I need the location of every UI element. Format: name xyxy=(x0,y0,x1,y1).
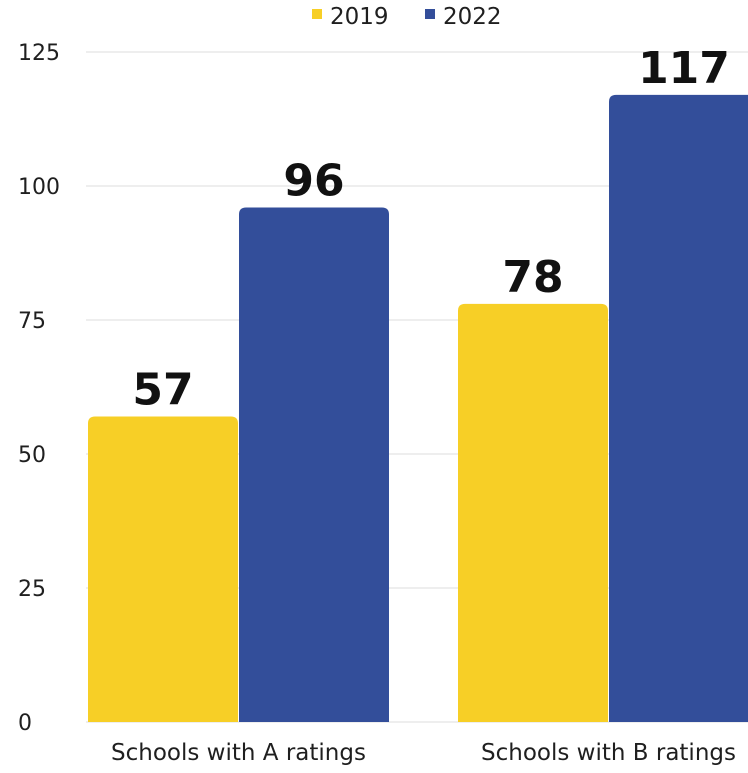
y-tick-label-100: 100 xyxy=(18,175,60,200)
bars xyxy=(88,94,748,722)
data-label-2022-1: 96 xyxy=(283,155,344,206)
y-tick-label-125: 125 xyxy=(18,41,60,66)
legend-label-2019: 2019 xyxy=(330,4,389,30)
legend: 2019 2022 xyxy=(312,4,502,30)
data-label-2022-2: 117 xyxy=(638,43,730,94)
bar-2019-1 xyxy=(88,416,238,722)
x-category-label-2: Schools with B ratings xyxy=(481,740,736,766)
y-axis-ticks: 0 25 50 75 100 125 xyxy=(18,41,60,736)
y-tick-label-50: 50 xyxy=(18,443,46,468)
data-label-2019-2: 78 xyxy=(502,252,563,303)
legend-swatch-2022 xyxy=(425,9,435,19)
y-tick-label-25: 25 xyxy=(18,577,46,602)
y-tick-label-0: 0 xyxy=(18,711,32,736)
legend-swatch-2019 xyxy=(312,9,322,19)
bar-2022-1 xyxy=(239,207,389,722)
data-labels: 57 96 78 117 xyxy=(132,43,730,416)
data-label-2019-1: 57 xyxy=(132,364,193,415)
x-axis-categories: Schools with A ratings Schools with B rat… xyxy=(111,740,736,766)
bar-2022-2 xyxy=(609,94,748,722)
y-tick-label-75: 75 xyxy=(18,309,46,334)
legend-label-2022: 2022 xyxy=(443,4,502,30)
bar-2019-2 xyxy=(458,303,608,722)
x-category-label-1: Schools with A ratings xyxy=(111,740,366,766)
